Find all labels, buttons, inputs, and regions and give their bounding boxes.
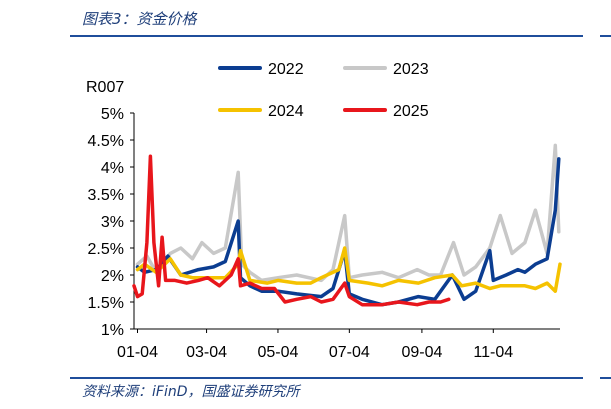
series-line-2025	[132, 154, 451, 307]
legend-label-2024: 2024	[268, 103, 304, 120]
figure-title: 图表3：资金价格	[82, 10, 197, 28]
bottom-rule-right	[600, 377, 611, 379]
x-tick-label: 01-04	[117, 344, 158, 361]
y-tick-label: 3%	[101, 214, 124, 231]
y-tick-label: 4.5%	[88, 133, 124, 150]
legend-label-2023: 2023	[393, 61, 429, 78]
bottom-rule	[70, 377, 583, 379]
legend-label-2025: 2025	[393, 103, 429, 120]
legend-label-2022: 2022	[268, 61, 304, 78]
x-tick-label: 11-04	[473, 344, 513, 361]
y-tick-label: 2%	[101, 268, 124, 285]
y-tick-label: 1%	[101, 322, 124, 339]
y-tick-label: 3.5%	[88, 187, 124, 204]
x-tick-label: 07-04	[329, 344, 370, 361]
top-rule-right	[600, 35, 611, 37]
source-note: 资料来源：iFinD，国盛证券研究所	[82, 384, 300, 400]
x-tick-label: 05-04	[257, 344, 298, 361]
y-tick-label: 1.5%	[88, 295, 124, 312]
y-tick-label: 2.5%	[88, 241, 124, 258]
x-tick-label: 09-04	[401, 344, 442, 361]
x-tick-label: 03-04	[186, 344, 227, 361]
series-line-2023	[135, 143, 561, 283]
y-tick-label: 4%	[101, 160, 124, 177]
top-rule	[70, 35, 583, 37]
y-tick-label: 5%	[101, 106, 124, 123]
y-axis-title: R007	[86, 79, 124, 96]
